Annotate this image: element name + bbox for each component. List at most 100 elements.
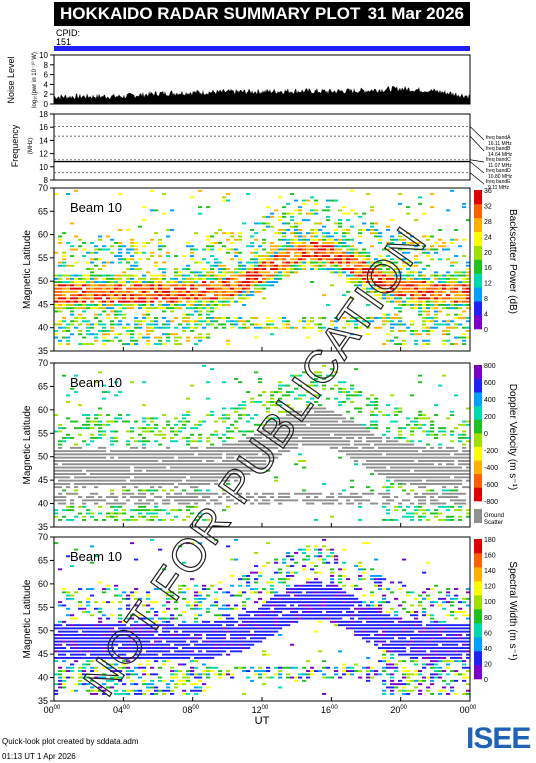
heatmap-cell (378, 450, 383, 453)
heatmap-cell (322, 430, 327, 433)
heatmap-cell (94, 317, 99, 319)
heatmap-cell (318, 414, 323, 416)
heatmap-cell (442, 277, 447, 280)
heatmap-cell (222, 290, 227, 293)
heatmap-cell (70, 597, 75, 600)
heatmap-cell (278, 251, 283, 254)
heatmap-ytick-label: 60 (38, 405, 48, 415)
heatmap-cell (370, 437, 375, 439)
heatmap-cell (126, 456, 131, 459)
heatmap-cell (134, 466, 139, 469)
heatmap-cell (166, 284, 171, 287)
heatmap-cell (258, 456, 263, 459)
heatmap-cell (138, 453, 143, 456)
heatmap-cell (406, 466, 411, 469)
heatmap-cell (122, 258, 127, 261)
heatmap-cell (398, 248, 403, 251)
heatmap-cell (206, 588, 211, 590)
heatmap-cell (78, 284, 83, 287)
heatmap-cell (450, 297, 455, 300)
heatmap-cell (154, 463, 159, 466)
plot-date: 31 Mar 2026 (367, 4, 464, 23)
heatmap-cell (66, 456, 71, 459)
heatmap-cell (74, 443, 79, 446)
colorbar-tick-label: -600 (484, 482, 498, 489)
heatmap-cell (198, 320, 203, 323)
heatmap-cell (426, 313, 431, 316)
heatmap-cell (206, 502, 211, 505)
heatmap-cell (166, 304, 171, 306)
heatmap-cell (430, 430, 435, 433)
heatmap-cell (90, 261, 95, 264)
heatmap-cell (182, 640, 187, 643)
heatmap-cell (274, 433, 279, 436)
heatmap-cell (454, 317, 459, 319)
heatmap-cell (410, 519, 415, 521)
heatmap-cell (350, 258, 355, 261)
heatmap-cell (90, 545, 95, 548)
heatmap-cell (186, 304, 191, 306)
heatmap-cell (362, 261, 367, 264)
frequency-band-connector (469, 172, 485, 185)
heatmap-cell (410, 274, 415, 277)
heatmap-cell (62, 437, 67, 439)
heatmap-cell (130, 683, 135, 686)
heatmap-cell (122, 502, 127, 505)
heatmap-cell (394, 407, 399, 410)
heatmap-cell (130, 450, 135, 453)
heatmap-cell (342, 258, 347, 261)
heatmap-cell (130, 542, 135, 545)
heatmap-cell (82, 307, 87, 310)
heatmap-cell (422, 463, 427, 466)
heatmap-cell (126, 607, 131, 610)
heatmap-cell (186, 300, 191, 303)
heatmap-cell (406, 274, 411, 277)
heatmap-cell (166, 630, 171, 633)
heatmap-cell (150, 679, 155, 682)
heatmap-cell (166, 499, 171, 502)
heatmap-cell (314, 496, 319, 498)
heatmap-cell (98, 297, 103, 300)
heatmap-cell (346, 212, 351, 215)
heatmap-cell (358, 277, 363, 280)
heatmap-cell (286, 245, 291, 248)
heatmap-cell (198, 450, 203, 453)
heatmap-cell (430, 307, 435, 310)
heatmap-cell (154, 483, 159, 485)
heatmap-cell (162, 274, 167, 277)
heatmap-cell (438, 245, 443, 248)
heatmap-cell (162, 287, 167, 290)
heatmap-cell (154, 307, 159, 310)
heatmap-cell (94, 423, 99, 426)
heatmap-cell (358, 499, 363, 502)
heatmap-cell (238, 287, 243, 290)
heatmap-cell (82, 284, 87, 287)
heatmap-cell (94, 420, 99, 423)
heatmap-cell (138, 634, 143, 636)
heatmap-cell (314, 255, 319, 257)
heatmap-cell (454, 307, 459, 310)
heatmap-cell (262, 427, 267, 430)
heatmap-cell (210, 287, 215, 290)
heatmap-cell (294, 251, 299, 254)
heatmap-cell (114, 242, 119, 244)
heatmap-cell (310, 229, 315, 231)
heatmap-cell (302, 268, 307, 270)
heatmap-cell (190, 660, 195, 663)
heatmap-cell (262, 297, 267, 300)
heatmap-cell (202, 473, 207, 475)
heatmap-cell (146, 640, 151, 643)
heatmap-cell (110, 320, 115, 323)
heatmap-cell (150, 653, 155, 656)
heatmap-cell (362, 443, 367, 446)
heatmap-cell (98, 437, 103, 439)
heatmap-cell (66, 597, 71, 600)
heatmap-cell (194, 473, 199, 475)
heatmap-cell (186, 290, 191, 293)
heatmap-cell (286, 437, 291, 439)
heatmap-cell (350, 496, 355, 498)
heatmap-cell (134, 297, 139, 300)
heatmap-cell (338, 258, 343, 261)
heatmap-cell (410, 281, 415, 283)
heatmap-cell (182, 647, 187, 649)
